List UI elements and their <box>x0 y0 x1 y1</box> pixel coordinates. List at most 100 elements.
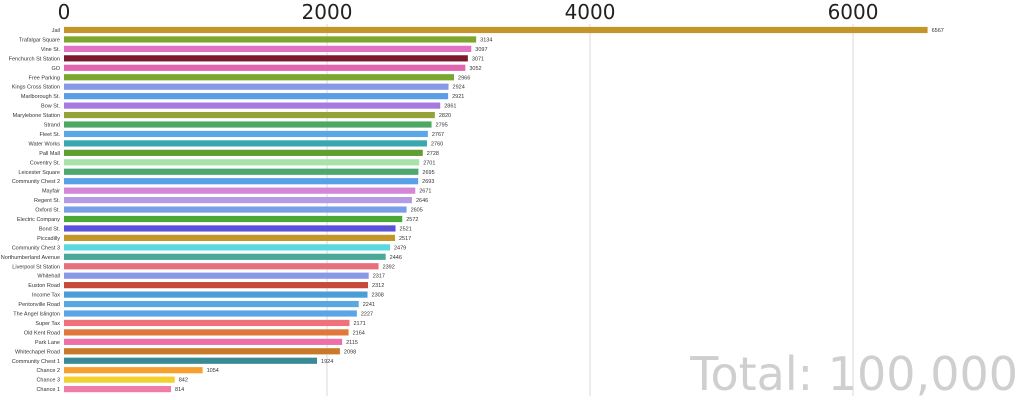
value-label: 3097 <box>475 47 487 53</box>
bar <box>64 367 203 374</box>
value-label: 2671 <box>419 189 431 195</box>
bar <box>64 197 412 204</box>
bar <box>64 319 350 327</box>
category-label: Jail <box>52 28 60 34</box>
value-label: 2646 <box>416 198 428 204</box>
bar <box>64 74 455 81</box>
x-tick-label: 2000 <box>302 0 353 24</box>
x-tick-label: 6000 <box>828 0 879 24</box>
value-label: 2241 <box>363 302 375 308</box>
category-label: Pentonville Road <box>18 302 60 308</box>
value-label: 814 <box>175 387 184 393</box>
category-label: Community Chest 3 <box>12 245 60 251</box>
bar <box>64 291 368 298</box>
category-label: Community Chest 2 <box>12 179 60 185</box>
bar <box>64 111 435 119</box>
value-label: 2392 <box>383 264 395 270</box>
value-labels: 6567 3134 3097 3071 3052 2966 2924 2921 2861 2820… <box>175 28 944 393</box>
x-tick-label: 0 <box>58 0 71 24</box>
category-label: Trafalgar Square <box>19 37 60 43</box>
value-label: 2115 <box>346 340 358 346</box>
value-label: 2517 <box>399 236 411 242</box>
category-label: Chance 2 <box>36 368 60 374</box>
bar <box>64 121 432 128</box>
bar <box>64 310 357 317</box>
category-label: Marylebone Station <box>13 113 60 119</box>
x-axis-ticks: 0 2000 4000 6000 <box>58 0 879 24</box>
value-label: 2164 <box>353 330 365 336</box>
category-label: Super Tax <box>35 321 60 327</box>
value-label: 2572 <box>406 217 418 223</box>
category-label: Park Lane <box>35 340 60 346</box>
category-label: Whitechapel Road <box>15 349 60 355</box>
bar <box>64 282 369 289</box>
value-label: 2767 <box>432 132 444 138</box>
category-label: Regent St. <box>34 198 60 204</box>
category-label: Northumberland Avenue <box>1 255 60 261</box>
category-label: Euston Road <box>28 283 60 289</box>
category-label: Pall Mall <box>39 151 60 157</box>
bar <box>64 300 359 308</box>
value-label: 2605 <box>411 208 423 214</box>
value-label: 2317 <box>373 274 385 280</box>
category-label: Coventry St. <box>30 160 61 166</box>
category-label: Strand <box>44 123 60 129</box>
value-label: 2966 <box>458 75 470 81</box>
bar <box>64 178 419 185</box>
value-label: 2308 <box>372 293 384 299</box>
bar <box>64 140 427 147</box>
bar <box>64 36 477 43</box>
category-label: Marlborough St. <box>21 94 61 100</box>
bar <box>64 234 396 241</box>
bar <box>64 376 175 383</box>
value-label: 3052 <box>469 66 481 72</box>
category-label: Old Kent Road <box>24 330 60 336</box>
bar <box>64 215 403 223</box>
value-label: 2924 <box>453 85 465 91</box>
bar <box>64 149 423 156</box>
bar <box>64 130 428 138</box>
bars <box>64 26 928 393</box>
bar <box>64 253 386 260</box>
category-label: Mayfair <box>42 189 60 195</box>
value-label: 2795 <box>436 123 448 129</box>
value-label: 2098 <box>344 349 356 355</box>
value-label: 2312 <box>372 283 384 289</box>
category-label: Vine St. <box>41 47 61 53</box>
value-label: 3071 <box>472 56 484 62</box>
value-label: 2479 <box>394 245 406 251</box>
x-tick-label: 4000 <box>565 0 616 24</box>
value-label: 2521 <box>400 226 412 232</box>
category-label: Fleet St. <box>40 132 61 138</box>
category-label: Income Tax <box>32 293 60 299</box>
category-label: Community Chest 1 <box>12 359 60 365</box>
category-label: The Angel Islington <box>13 312 60 318</box>
category-label: Chance 3 <box>36 378 60 384</box>
category-label: Free Parking <box>29 75 61 81</box>
category-labels: Jail Trafalgar Square Vine St. Fenchurch St… <box>1 28 61 393</box>
category-label: Chance 1 <box>36 387 60 393</box>
value-label: 2728 <box>427 151 439 157</box>
category-label: Fenchurch St Station <box>9 56 60 62</box>
bar <box>64 386 172 393</box>
value-label: 2171 <box>354 321 366 327</box>
value-label: 2693 <box>422 179 434 185</box>
bar <box>64 168 419 175</box>
category-label: GO <box>51 66 60 72</box>
bar <box>64 244 391 251</box>
bar <box>64 102 441 109</box>
category-label: Liverpool St Station <box>12 264 60 270</box>
value-label: 2227 <box>361 312 373 318</box>
total-label: Total: 100,000 <box>689 347 1018 400</box>
value-label: 2921 <box>452 94 464 100</box>
category-label: Oxford St. <box>35 208 60 214</box>
bar <box>64 83 449 90</box>
bar <box>64 45 472 52</box>
bar <box>64 357 318 364</box>
category-label: Bond St. <box>39 226 61 232</box>
bar <box>64 272 369 279</box>
value-label: 6567 <box>932 28 944 34</box>
category-label: Electric Company <box>17 217 60 223</box>
